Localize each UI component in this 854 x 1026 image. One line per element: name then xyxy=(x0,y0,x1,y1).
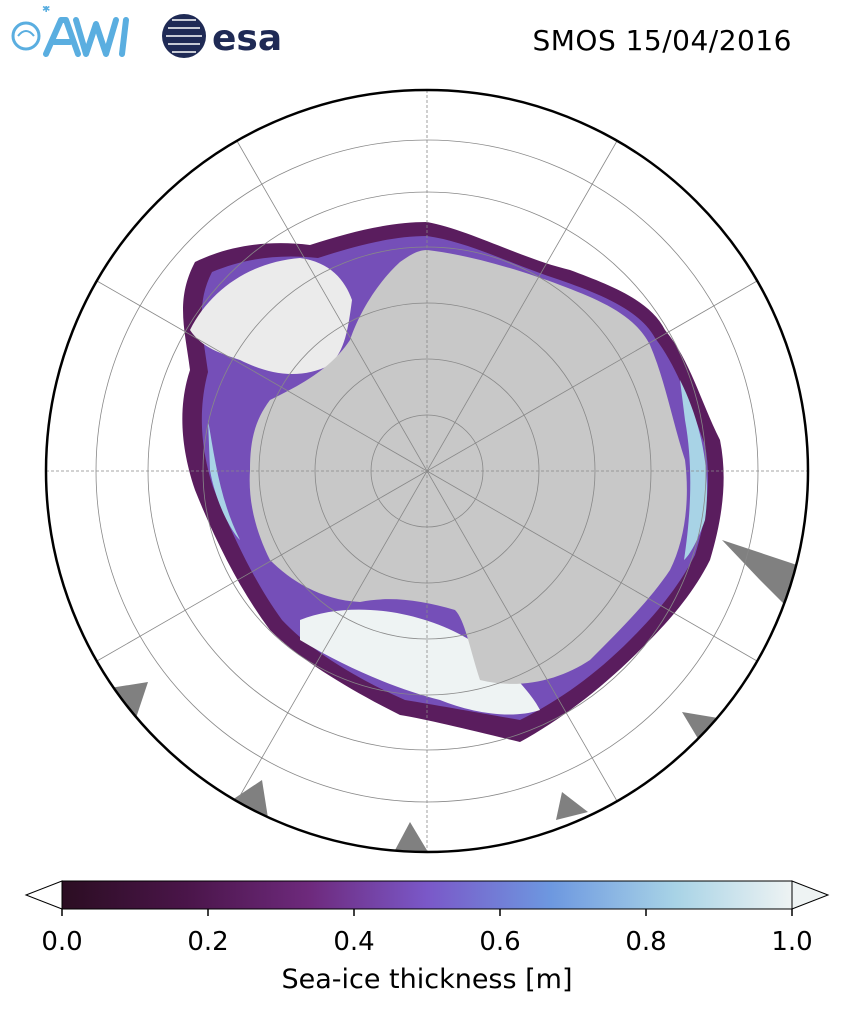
svg-text:✱: ✱ xyxy=(42,6,50,15)
colorbar-tick-label: 1.0 xyxy=(771,927,812,957)
colorbar-tick-label: 0.4 xyxy=(333,927,374,957)
graticule xyxy=(46,90,808,852)
sea-ice-thick-west xyxy=(208,420,240,540)
colorbar-extend-max xyxy=(791,880,830,910)
polar-map xyxy=(44,88,810,854)
colorbar-tick-marks xyxy=(61,909,793,916)
colorbar: 0.0 0.2 0.4 0.6 0.8 1.0 xyxy=(24,880,830,957)
colorbar-tick-label: 0.6 xyxy=(479,927,520,957)
map-boundary xyxy=(44,88,810,854)
esa-logo: esa xyxy=(162,14,282,59)
svg-text:esa: esa xyxy=(212,18,282,59)
awi-logo: ✱ xyxy=(11,6,129,57)
colorbar-gradient xyxy=(61,880,793,910)
colorbar-tick-label: 0.8 xyxy=(625,927,666,957)
colorbar-label: Sea-ice thickness [m] xyxy=(281,964,573,995)
colorbar-tick-label: 0.2 xyxy=(187,927,228,957)
sea-ice-thick-east xyxy=(680,380,708,560)
colorbar-tick-label: 0.0 xyxy=(41,927,82,957)
ice-shelf xyxy=(190,258,352,375)
map-title: SMOS 15/04/2016 xyxy=(532,24,792,57)
colorbar-extend-min xyxy=(24,880,63,910)
missing-data-patches xyxy=(110,540,800,852)
antarctica-land xyxy=(249,250,687,684)
logo-group: ✱ esa xyxy=(11,6,282,59)
